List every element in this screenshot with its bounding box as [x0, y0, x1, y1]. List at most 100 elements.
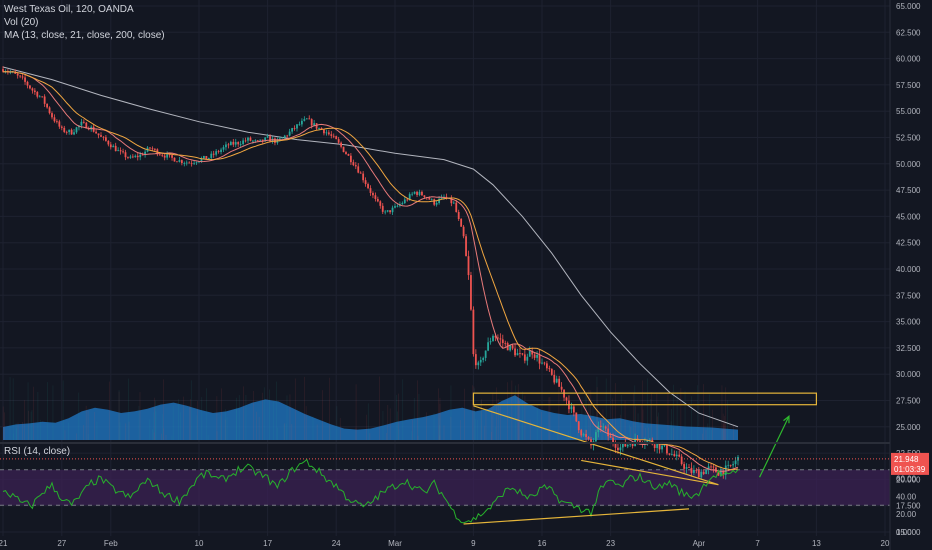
candle-body: [646, 440, 649, 444]
candle-body: [234, 142, 237, 145]
candle-body: [154, 149, 156, 151]
rsi-bullish-divergence: [463, 508, 690, 525]
candle-body: [624, 442, 627, 447]
candle-body: [406, 199, 409, 201]
candle-body: [548, 368, 551, 370]
candle-body: [501, 339, 504, 343]
candle-body: [479, 359, 482, 363]
rsi-band: [0, 469, 890, 506]
candle-body: [161, 154, 164, 156]
candle-body: [374, 195, 377, 199]
candle-body: [457, 212, 460, 220]
candle-body: [117, 150, 120, 152]
price-axis[interactable]: 65.000 62.500 60.000 57.500 55.000 52.500 50.0…: [896, 2, 921, 537]
candle-body: [470, 275, 472, 310]
legend-rsi[interactable]: RSI (14, close): [4, 446, 71, 457]
candle-body: [460, 219, 463, 227]
candle-body: [599, 425, 602, 428]
candle-body: [247, 137, 249, 141]
price-tick-label: 35.000: [896, 318, 921, 327]
candle-body: [332, 135, 335, 137]
candle-body: [621, 442, 624, 448]
candle-body: [65, 131, 68, 133]
candle-body: [131, 156, 134, 158]
candle-body: [523, 354, 526, 361]
candle-body: [612, 437, 614, 444]
candle-body: [421, 191, 423, 196]
candle-body: [136, 155, 139, 158]
candle-body: [504, 342, 507, 344]
price-tick-label: 32.500: [896, 344, 921, 353]
candle-body: [474, 354, 477, 366]
candle-body: [36, 91, 39, 97]
candle-body: [68, 129, 71, 133]
candle-body: [171, 155, 173, 158]
price-tick-label: 20.000: [896, 475, 921, 484]
candle-body: [580, 430, 583, 436]
candle-body: [565, 397, 568, 401]
candle-body: [31, 88, 34, 91]
candle-body: [717, 472, 720, 476]
candle-body: [26, 81, 29, 86]
candle-body: [227, 144, 230, 146]
candle-body: [56, 121, 58, 123]
candle-body: [325, 132, 328, 134]
candle-body: [710, 466, 712, 468]
candle-body: [707, 466, 710, 470]
volume-series: [2, 376, 738, 440]
candle-body: [553, 374, 556, 383]
candle-body: [531, 351, 534, 355]
candle-body: [122, 151, 124, 153]
candle-body: [330, 134, 333, 136]
last-price-tag: 21.948: [894, 455, 919, 464]
legend-volume[interactable]: Vol (20): [4, 17, 39, 28]
candle-body: [183, 163, 186, 164]
candle-body: [200, 158, 203, 162]
legend-ma[interactable]: MA (13, close, 21, close, 200, close): [4, 30, 165, 41]
candle-body: [105, 137, 107, 141]
candle-body: [249, 137, 252, 141]
time-axis[interactable]: 21 27 Feb 10 17 24 Mar 9 16 23 Apr 7 13 20: [0, 539, 890, 548]
candle-body: [587, 436, 590, 440]
legend-symbol[interactable]: West Texas Oil, 120, OANDA: [4, 4, 134, 15]
candle-body: [41, 96, 44, 98]
candle-body: [560, 386, 563, 390]
candle-body: [403, 199, 406, 204]
ma200-series: [2, 66, 739, 428]
countdown-tag: 01:03:39: [894, 465, 926, 474]
candle-body: [195, 162, 198, 164]
candle-body: [256, 140, 259, 142]
candle-body: [440, 196, 443, 199]
candle-body: [379, 201, 382, 206]
candle-body: [288, 131, 291, 136]
price-tick-label: 15.000: [896, 528, 921, 537]
candle-body: [734, 460, 737, 465]
candle-body: [229, 141, 232, 146]
candle-body: [254, 140, 257, 142]
ma21-line: [3, 71, 739, 471]
candle-body: [514, 348, 516, 356]
candle-body: [484, 350, 487, 358]
candle-body: [51, 113, 53, 118]
candle-body: [516, 353, 519, 356]
time-tick-label: 10: [195, 539, 204, 548]
candle-body: [151, 148, 154, 150]
candle-body: [210, 153, 213, 158]
candle-body: [269, 136, 271, 142]
candle-body: [144, 151, 146, 156]
price-tick-label: 27.500: [896, 397, 921, 406]
candle-body: [38, 96, 41, 98]
candle-body: [450, 198, 453, 204]
price-tick-label: 55.000: [896, 107, 921, 116]
time-tick-label: 24: [332, 539, 341, 548]
candle-body: [577, 421, 580, 431]
candle-body: [575, 412, 578, 422]
candle-body: [85, 122, 88, 129]
candle-body: [369, 188, 372, 193]
candle-body: [109, 144, 112, 148]
candle-body: [107, 140, 110, 145]
candle-body: [303, 119, 306, 121]
candle-body: [342, 146, 345, 153]
candle-body: [359, 172, 362, 174]
